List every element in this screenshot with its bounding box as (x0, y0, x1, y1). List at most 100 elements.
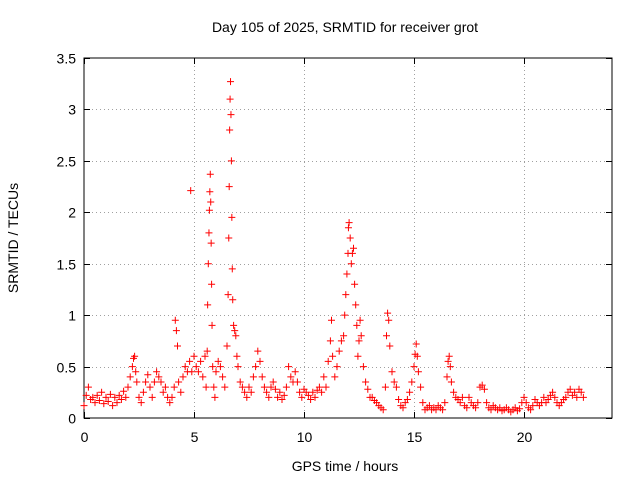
x-tick-label: 5 (191, 429, 199, 445)
data-point (230, 321, 238, 329)
data-point (346, 234, 354, 242)
y-tick-label: 0 (68, 411, 76, 427)
data-point (157, 378, 165, 386)
data-point (354, 352, 362, 360)
data-point (447, 378, 455, 386)
data-point (328, 316, 335, 324)
data-point (137, 399, 145, 407)
data-point (210, 383, 218, 391)
data-point (293, 378, 301, 386)
data-point (406, 388, 414, 396)
data-point (341, 311, 349, 319)
data-point (234, 363, 242, 371)
data-point (190, 352, 198, 360)
data-point (579, 393, 587, 401)
data-point (247, 388, 255, 396)
y-tick-label: 1 (68, 308, 76, 324)
data-point (456, 399, 464, 407)
data-point (216, 363, 224, 371)
data-point (208, 280, 216, 288)
data-point (120, 387, 128, 395)
data-point (206, 170, 214, 178)
data-point (362, 378, 370, 386)
data-point (282, 383, 290, 391)
data-point (329, 352, 337, 360)
data-point (148, 393, 156, 401)
data-point (296, 388, 304, 396)
x-tick-label: 10 (297, 429, 313, 445)
data-point (228, 213, 236, 221)
data-point (211, 393, 219, 401)
data-point (331, 373, 339, 381)
data-point (203, 347, 211, 355)
data-point (383, 332, 390, 340)
data-point (181, 363, 189, 371)
plot-frame (83, 57, 613, 419)
data-point (388, 368, 396, 376)
data-point (318, 388, 326, 396)
data-point (133, 378, 141, 386)
data-point (199, 373, 207, 381)
data-point (256, 357, 264, 365)
data-point (395, 395, 403, 403)
data-point (100, 400, 108, 408)
data-point (285, 363, 293, 371)
gridlines (84, 58, 612, 418)
data-point (269, 378, 277, 386)
data-point (111, 393, 119, 401)
data-point (204, 301, 212, 309)
data-point (441, 399, 449, 407)
data-point (95, 397, 103, 405)
data-point (343, 270, 351, 278)
data-point (443, 373, 451, 381)
data-point (364, 385, 372, 393)
data-point (233, 352, 241, 360)
data-point (417, 383, 425, 391)
data-point (271, 385, 279, 393)
data-point (352, 301, 360, 309)
data-point (187, 187, 195, 195)
data-point (384, 309, 392, 317)
data-point (115, 391, 123, 399)
data-point (522, 399, 530, 407)
data-point (359, 363, 367, 371)
y-tick-label: 0.5 (57, 360, 77, 376)
data-point (106, 390, 114, 398)
data-point (224, 291, 232, 299)
data-point (472, 404, 480, 412)
data-point (258, 373, 266, 381)
data-point (132, 368, 140, 376)
data-point (425, 402, 433, 410)
data-point (414, 368, 422, 376)
data-point (209, 363, 217, 371)
data-point (166, 399, 174, 407)
data-point (84, 383, 92, 391)
data-point (263, 388, 271, 396)
data-point (245, 383, 253, 391)
y-tick-label: 1.5 (57, 257, 77, 273)
data-point (142, 378, 150, 386)
data-point (333, 363, 341, 371)
data-point (109, 402, 117, 410)
data-point (357, 332, 365, 340)
data-point (350, 244, 357, 252)
data-point (474, 399, 482, 407)
data-point (392, 383, 400, 391)
data-point (252, 363, 260, 371)
data-point (124, 383, 132, 391)
data-point (337, 337, 345, 345)
data-point (444, 357, 452, 365)
data-point (520, 393, 528, 401)
data-point (450, 388, 458, 396)
data-point (463, 404, 471, 412)
data-point (353, 321, 361, 329)
data-point (403, 395, 411, 403)
data-point (241, 388, 249, 396)
data-point (529, 402, 537, 410)
data-point (227, 157, 235, 165)
data-point (249, 373, 257, 381)
data-point (219, 373, 227, 381)
data-point (381, 383, 389, 391)
data-point (291, 368, 299, 376)
